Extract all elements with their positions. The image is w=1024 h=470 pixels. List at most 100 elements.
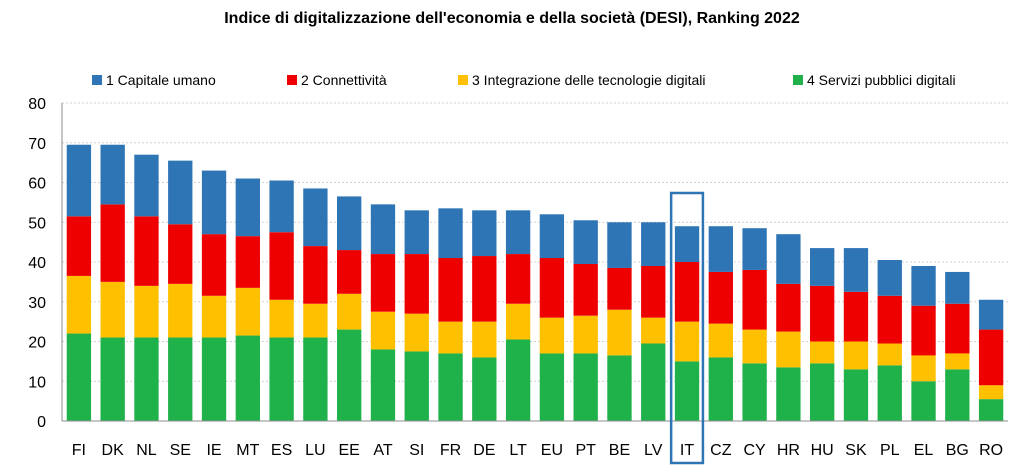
x-tick-label: DK [102, 442, 125, 459]
bar-segment [539, 317, 565, 354]
x-tick-label: IT [680, 442, 694, 459]
bar-segment [404, 254, 429, 314]
bar-segment [911, 305, 936, 356]
y-tick-label: 20 [28, 335, 46, 352]
bar-segment [269, 337, 294, 421]
x-tick-label: EL [914, 442, 934, 459]
bar-segment [843, 341, 869, 370]
y-tick-label: 80 [28, 96, 46, 113]
bar-segment [877, 365, 902, 421]
y-tick-label: 0 [37, 414, 46, 431]
y-tick-label: 30 [28, 295, 46, 312]
bar-segment [776, 234, 801, 284]
x-tick-label: DE [473, 442, 495, 459]
bar-segment [911, 355, 936, 382]
bar-segment [134, 337, 159, 421]
bar-segment [303, 246, 328, 304]
y-tick-label: 70 [28, 136, 46, 153]
bar-segment [201, 337, 227, 421]
x-tick-label: SI [409, 442, 424, 459]
bar-segment [269, 299, 294, 338]
bar-segment [776, 283, 801, 332]
bar-segment [505, 210, 531, 255]
bar-segment [269, 180, 294, 233]
bar-segment [573, 315, 598, 354]
x-tick-label: BE [609, 442, 630, 459]
bar-segment [269, 232, 294, 300]
x-tick-label: HU [811, 442, 834, 459]
bar-segment [978, 385, 1004, 400]
bar-segment [100, 144, 125, 205]
bar-segment [201, 295, 227, 338]
bar-segment [337, 293, 362, 330]
bar-segment [100, 204, 125, 282]
x-tick-label: SE [170, 442, 191, 459]
x-tick-label: PL [880, 442, 900, 459]
bar-segment [843, 369, 869, 421]
bar-segment [303, 303, 328, 338]
bar-segment [235, 236, 260, 288]
x-tick-label: AT [373, 442, 392, 459]
bar-segment [607, 309, 632, 356]
bar-segment [168, 337, 193, 421]
bar-segment [607, 355, 632, 421]
bar-segment [776, 367, 801, 421]
bar-segment [168, 224, 193, 284]
bar-segment [438, 353, 463, 421]
bar-segment [945, 271, 970, 304]
bar-segment [438, 208, 463, 259]
bar-segment [539, 258, 565, 318]
bar-segment [776, 331, 801, 368]
legend-swatch [458, 75, 468, 85]
bar-segment [235, 287, 260, 336]
bar-segment [607, 267, 632, 310]
bar-segment [877, 343, 902, 366]
x-tick-label: RO [979, 442, 1003, 459]
bar-segment [472, 321, 497, 358]
bar-segment [708, 271, 733, 324]
bar-segment [134, 216, 159, 286]
bar-segment [945, 369, 970, 421]
legend-swatch [287, 75, 297, 85]
bar-segment [404, 351, 429, 421]
x-tick-label: LU [305, 442, 325, 459]
bar-segment [742, 228, 767, 270]
y-tick-label: 40 [28, 255, 46, 272]
legend-swatch [793, 75, 803, 85]
y-tick-label: 10 [28, 374, 46, 391]
legend-label: 2 Connettività [301, 72, 387, 88]
y-tick-label: 50 [28, 215, 46, 232]
bar-segment [66, 216, 92, 276]
bar-segment [370, 204, 396, 255]
bar-segment [877, 295, 902, 344]
bar-segment [66, 275, 92, 334]
bar-segment [674, 226, 700, 262]
legend-label: 1 Capitale umano [106, 72, 216, 88]
bar-segment [641, 265, 666, 318]
bar-segment [66, 144, 92, 217]
bar-segment [370, 311, 396, 350]
x-tick-label: FI [72, 442, 86, 459]
bar-segment [911, 381, 936, 421]
x-tick-label: EE [339, 442, 360, 459]
bar-segment [235, 335, 260, 421]
highlight-box [669, 191, 705, 465]
bar-segment [370, 349, 396, 421]
bar-segment [742, 363, 767, 421]
bars [66, 144, 1004, 421]
bar-segment [100, 281, 125, 338]
bar-segment [810, 285, 835, 342]
bar-segment [877, 260, 902, 296]
bar-segment [472, 256, 497, 322]
legend-swatch [92, 75, 102, 85]
bar-segment [201, 234, 227, 296]
bar-segment [708, 226, 733, 272]
bar-segment [472, 210, 497, 257]
bar-segment [674, 361, 700, 421]
bar-segment [573, 263, 598, 316]
bar-segment [607, 222, 632, 268]
bar-segment [539, 214, 565, 259]
x-tick-label: MT [236, 442, 259, 459]
bar-segment [100, 337, 125, 421]
